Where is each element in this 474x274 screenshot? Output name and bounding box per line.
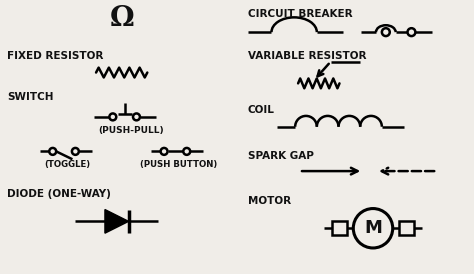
Circle shape (49, 148, 56, 155)
Text: CIRCUIT BREAKER: CIRCUIT BREAKER (248, 9, 353, 19)
Circle shape (72, 148, 79, 155)
Text: (TOGGLE): (TOGGLE) (45, 160, 91, 169)
Circle shape (408, 28, 415, 36)
Text: SWITCH: SWITCH (8, 92, 54, 102)
Circle shape (183, 148, 190, 155)
Text: (PUSH-PULL): (PUSH-PULL) (99, 126, 164, 135)
Text: VARIABLE RESISTOR: VARIABLE RESISTOR (248, 51, 366, 61)
Circle shape (109, 113, 116, 120)
Text: (PUSH BUTTON): (PUSH BUTTON) (140, 160, 218, 169)
Polygon shape (105, 210, 128, 233)
Circle shape (382, 28, 390, 36)
Text: COIL: COIL (248, 105, 275, 115)
Text: M: M (364, 219, 382, 237)
Text: SPARK GAP: SPARK GAP (248, 151, 314, 161)
Text: MOTOR: MOTOR (248, 196, 291, 206)
Circle shape (161, 148, 167, 155)
Text: FIXED RESISTOR: FIXED RESISTOR (8, 51, 104, 61)
Circle shape (133, 113, 140, 120)
Text: DIODE (ONE-WAY): DIODE (ONE-WAY) (8, 189, 111, 199)
Circle shape (353, 209, 393, 248)
Text: Ω: Ω (109, 5, 134, 32)
